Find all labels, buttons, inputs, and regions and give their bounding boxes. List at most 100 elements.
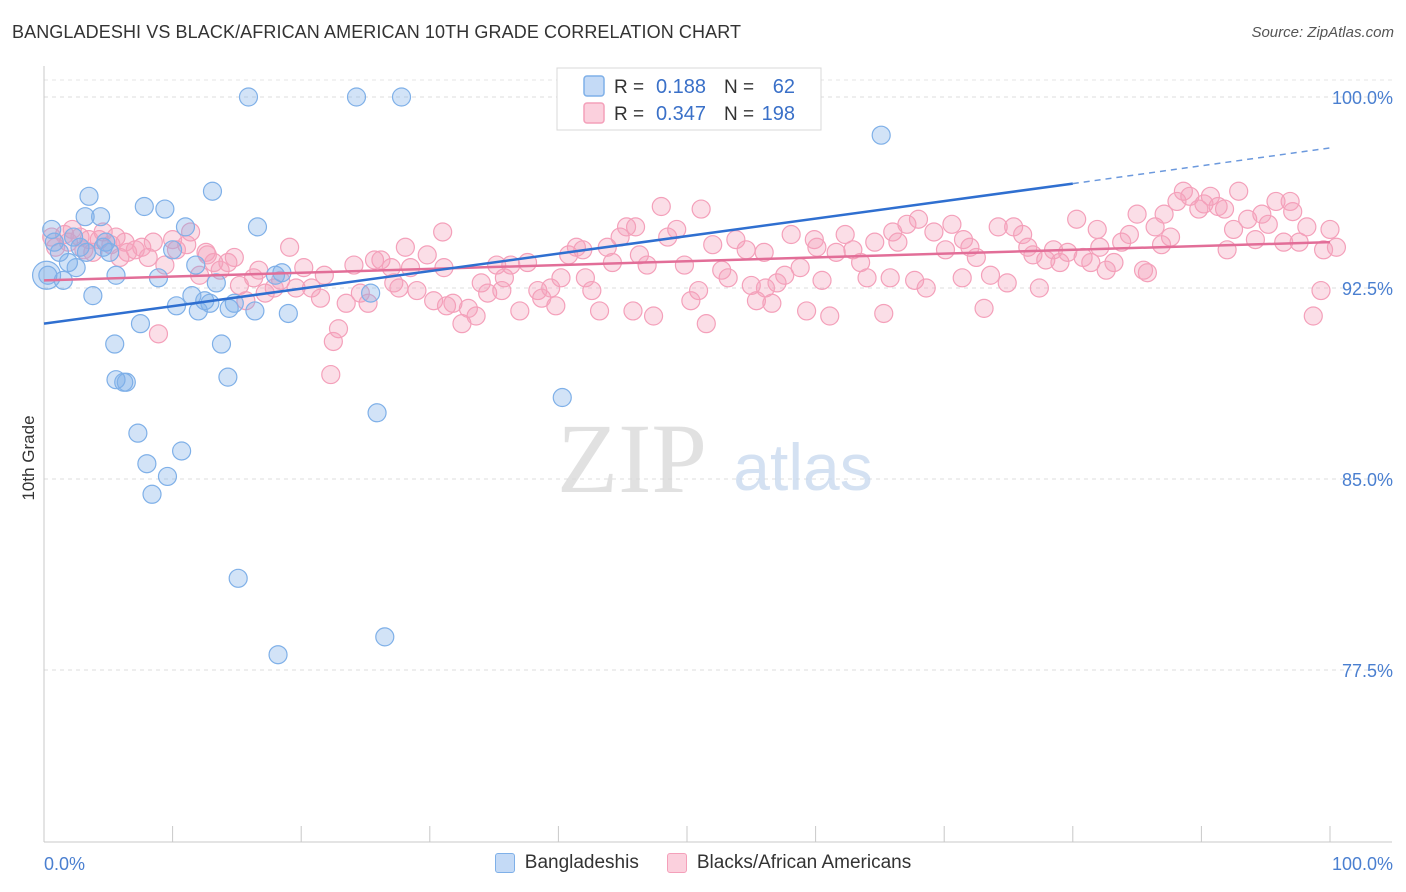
- point-black-african-americans: [718, 268, 738, 288]
- point-black-african-americans: [1217, 240, 1237, 260]
- point-bangladeshis: [90, 207, 111, 227]
- watermark: ZIP atlas: [557, 403, 873, 514]
- point-bangladeshis: [238, 87, 259, 107]
- point-bangladeshis: [134, 196, 154, 217]
- point-bangladeshis: [31, 260, 62, 290]
- point-black-african-americans: [433, 222, 453, 242]
- point-black-african-americans: [790, 258, 810, 278]
- stats-swatch-black-african-americans: [583, 102, 605, 124]
- point-bangladeshis: [157, 466, 178, 487]
- point-black-african-americans: [754, 242, 774, 262]
- point-black-african-americans: [1326, 237, 1347, 257]
- point-bangladeshis: [142, 484, 162, 504]
- legend-label-black-african-americans: Blacks/African Americans: [696, 852, 912, 873]
- source-label: Source: ZipAtlas.com: [1251, 24, 1394, 41]
- point-bangladeshis: [63, 227, 84, 247]
- point-black-african-americans: [494, 268, 514, 288]
- point-black-african-americans: [857, 268, 877, 288]
- point-black-african-americans: [344, 255, 364, 275]
- point-black-african-americans: [1119, 224, 1139, 245]
- point-black-african-americans: [625, 217, 646, 237]
- trend-line-bangladeshis: [43, 182, 1073, 325]
- point-black-african-americans: [1189, 199, 1209, 219]
- point-black-african-americans: [688, 280, 709, 301]
- point-bangladeshis: [206, 273, 226, 293]
- point-black-african-americans: [1050, 252, 1070, 273]
- point-bangladeshis: [75, 207, 95, 227]
- point-black-african-americans: [138, 247, 158, 268]
- point-black-african-americans: [1096, 260, 1116, 280]
- point-black-african-americans: [762, 293, 782, 313]
- point-bangladeshis: [367, 403, 387, 423]
- stats-r-value-bangladeshis: 0.188: [656, 76, 706, 98]
- point-black-african-americans: [417, 245, 437, 265]
- stats-n-label-black-african-americans: N =: [724, 104, 754, 125]
- point-black-african-americans: [589, 301, 610, 321]
- point-black-african-americans: [916, 278, 936, 298]
- point-black-african-americans: [384, 273, 404, 293]
- stats-n-value-bangladeshis: 62: [773, 76, 795, 98]
- data-points: [31, 87, 1347, 665]
- x-tick-label: 100.0%: [1332, 854, 1393, 874]
- point-black-african-americans: [924, 222, 944, 242]
- point-black-african-americans: [510, 301, 530, 321]
- point-black-african-americans: [812, 270, 832, 290]
- point-bangladeshis: [278, 303, 298, 324]
- point-black-african-americans: [364, 250, 385, 270]
- point-black-african-americans: [691, 199, 711, 219]
- point-black-african-americans: [249, 260, 269, 280]
- point-black-african-americans: [148, 324, 169, 344]
- point-black-african-americans: [371, 250, 391, 270]
- point-black-african-americans: [1167, 191, 1187, 212]
- point-black-african-americans: [880, 268, 900, 288]
- point-black-african-americans: [541, 278, 561, 298]
- point-black-african-americans: [980, 265, 1001, 285]
- stats-r-label-black-african-americans: R =: [614, 104, 644, 125]
- point-black-african-americans: [804, 230, 824, 250]
- point-black-african-americans: [807, 237, 827, 257]
- point-black-african-americans: [997, 273, 1017, 293]
- point-bangladeshis: [70, 237, 90, 257]
- legend-label-bangladeshis: Bangladeshis: [524, 852, 639, 873]
- stats-swatch-bangladeshis: [583, 75, 605, 97]
- point-bangladeshis: [116, 372, 136, 392]
- point-black-african-americans: [424, 291, 444, 311]
- y-tick-label: 100.0%: [1332, 88, 1393, 108]
- point-black-african-americans: [1258, 214, 1278, 234]
- point-black-african-americans: [478, 283, 498, 303]
- point-black-african-americans: [736, 240, 756, 260]
- point-black-african-americans: [132, 237, 152, 257]
- legend-item-black-african-americans[interactable]: Blacks/African Americans: [666, 852, 912, 874]
- point-bangladeshis: [83, 286, 103, 306]
- stats-r-label-bangladeshis: R =: [614, 77, 644, 98]
- point-black-african-americans: [350, 283, 370, 303]
- point-black-african-americans: [328, 319, 349, 339]
- point-black-african-americans: [443, 293, 463, 313]
- point-black-african-americans: [310, 288, 331, 308]
- point-black-african-americans: [1112, 232, 1132, 252]
- point-black-african-americans: [143, 232, 163, 252]
- point-bangladeshis: [79, 186, 99, 206]
- legend-swatch-black-african-americans: [666, 853, 687, 873]
- point-black-african-americans: [643, 306, 664, 326]
- chart-title: BANGLADESHI VS BLACK/AFRICAN AMERICAN 10…: [12, 22, 742, 42]
- point-bangladeshis: [96, 232, 116, 252]
- point-black-african-americans: [953, 230, 974, 250]
- point-black-african-americans: [974, 298, 994, 318]
- point-black-african-americans: [1090, 237, 1110, 257]
- point-bangladeshis: [228, 568, 248, 588]
- legend-item-bangladeshis[interactable]: Bangladeshis: [494, 852, 639, 874]
- point-bangladeshis: [44, 232, 64, 252]
- point-black-african-americans: [835, 224, 855, 245]
- point-black-african-americans: [551, 268, 571, 288]
- point-black-african-americans: [1194, 194, 1214, 214]
- point-black-african-americans: [1238, 209, 1258, 229]
- trend-line-bangladeshis-extension: [1072, 147, 1331, 185]
- point-black-african-americans: [942, 214, 962, 234]
- y-tick-label: 77.5%: [1342, 661, 1393, 681]
- point-black-african-americans: [271, 270, 291, 290]
- point-black-african-americans: [1245, 230, 1266, 250]
- point-bangladeshis: [552, 387, 572, 408]
- point-black-african-americans: [767, 273, 787, 293]
